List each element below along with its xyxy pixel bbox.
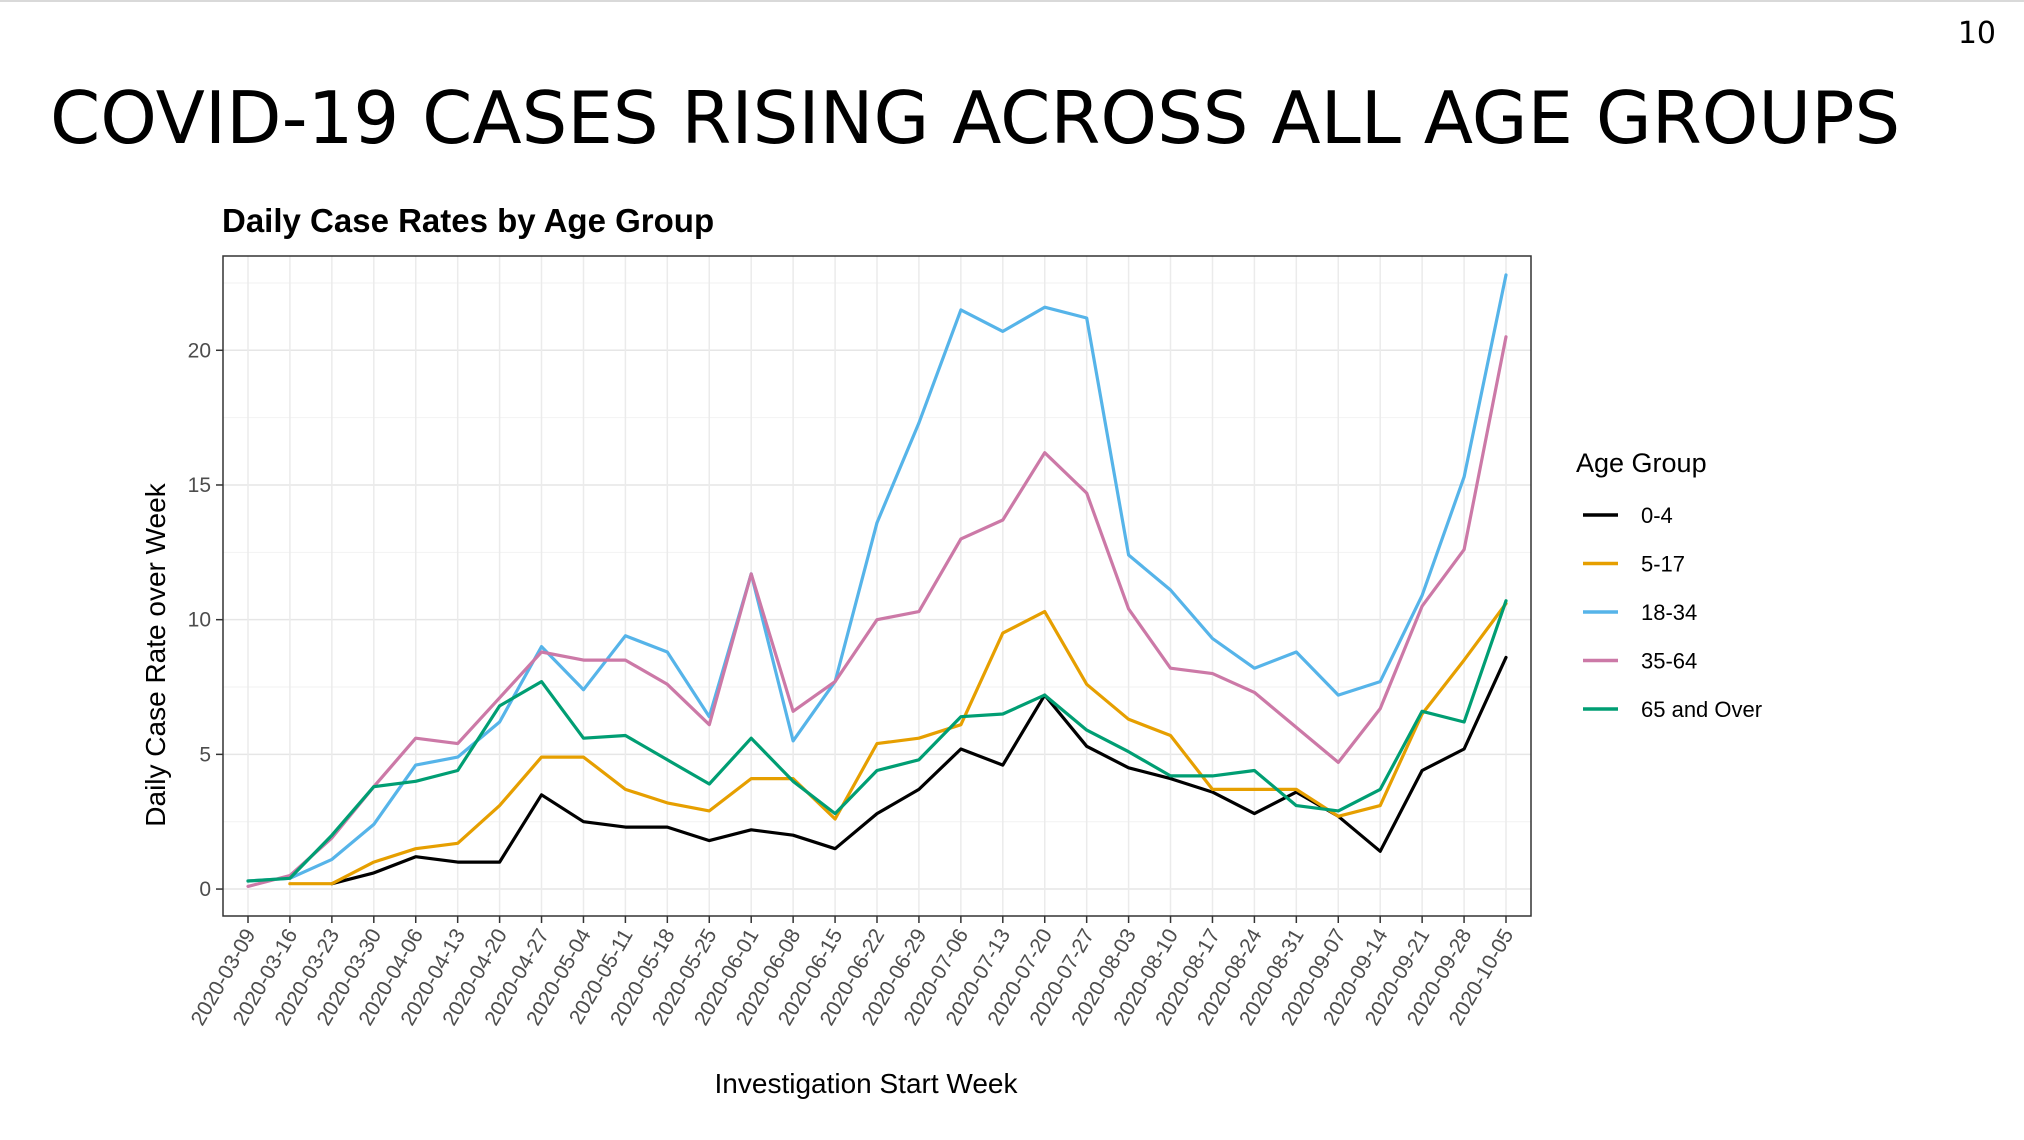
top-rule [0, 0, 2024, 2]
slide-title: COVID-19 CASES RISING ACROSS ALL AGE GRO… [50, 76, 1901, 160]
y-tick-label: 10 [188, 609, 211, 632]
series-line-5-17 [288, 601, 1508, 886]
x-axis-title: Investigation Start Week [715, 1068, 1019, 1099]
series-line-18-34 [246, 273, 1508, 883]
series-lines [246, 273, 1508, 889]
legend-label: 18-34 [1641, 600, 1697, 625]
legend-label: 65 and Over [1641, 697, 1762, 722]
legend-label: 35-64 [1641, 649, 1697, 674]
y-tick-label: 5 [199, 743, 211, 766]
series-line-35-64 [246, 335, 1508, 889]
legend-title: Age Group [1576, 448, 1707, 478]
series-line-65-and-over [246, 599, 1508, 883]
x-axis: 2020-03-092020-03-162020-03-232020-03-30… [187, 916, 1518, 1030]
y-axis: 0 5 10 15 20 [188, 339, 223, 901]
gridlines [223, 256, 1531, 916]
y-tick-label: 15 [188, 474, 211, 497]
slide-number: 10 [1957, 16, 1996, 51]
y-axis-title: Daily Case Rate over Week [140, 482, 171, 826]
legend-label: 0-4 [1641, 503, 1673, 528]
y-tick-label: 0 [199, 878, 211, 901]
chart-title: Daily Case Rates by Age Group [222, 202, 714, 239]
y-tick-label: 20 [188, 339, 211, 362]
legend: 0-4 5-17 18-34 35-64 65 and Over [1583, 503, 1762, 722]
legend-label: 5-17 [1641, 552, 1685, 577]
